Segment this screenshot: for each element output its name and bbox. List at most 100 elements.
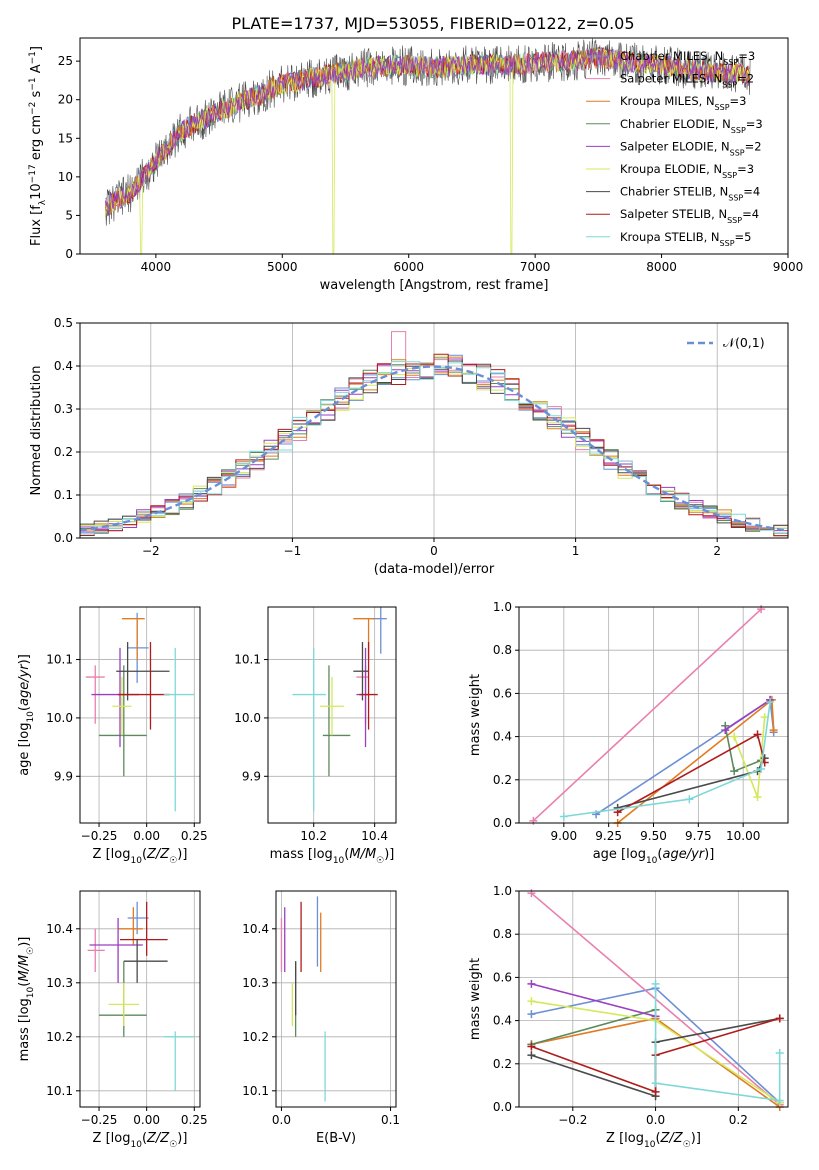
y-axis-label-part: (: [17, 706, 32, 711]
weight-marker-5: [730, 732, 739, 741]
plot-area-mass_vs_Z: [87, 901, 195, 1091]
x-tick-label: −2: [142, 544, 160, 558]
x-axis-label-part: ☉: [169, 1140, 177, 1150]
axes-frame: [518, 890, 789, 1108]
x-axis-label-part: Z [log: [606, 1131, 644, 1146]
y-tick-label: 10.4: [242, 922, 269, 936]
x-axis-label-part: 10: [130, 856, 142, 866]
legend-subscript: SSP: [722, 171, 737, 180]
legend-model-name: Salpeter STELIB, N: [620, 207, 727, 221]
errorbar-point-4: [91, 647, 140, 748]
x-tick-label: 10.00: [726, 829, 760, 843]
errorbar-point-0: [127, 612, 149, 683]
x-tick-label: 0: [430, 544, 438, 558]
y-tick-label: 1.0: [493, 884, 512, 898]
y-tick-label: 10.1: [46, 653, 73, 667]
y-axis-label-part: Flux [f: [29, 205, 44, 246]
x-axis-label-part: Z/Z: [146, 1131, 170, 1146]
errorbar-point-2: [118, 907, 143, 945]
legend-subscript: SSP: [723, 58, 738, 67]
x-tick-label: 0.1: [381, 1113, 400, 1127]
weight-marker-5: [527, 997, 536, 1006]
legend-subscript: SSP: [715, 103, 730, 112]
x-tick-label: 2: [713, 544, 721, 558]
y-tick-label: 0.6: [493, 970, 512, 984]
legend-entry-8: Kroupa STELIB, NSSP=5: [620, 230, 751, 248]
x-tick-label: 0.0: [646, 1113, 665, 1127]
plot-area-residuals: [79, 331, 789, 537]
weight-line-7: [617, 733, 766, 813]
y-axis-label-part: mass [log: [17, 998, 32, 1061]
y-axis-label-part: mass weight: [468, 958, 483, 1040]
x-axis-label-part: 10: [644, 1140, 656, 1150]
x-axis-label: age [log10(age/yr)]: [593, 847, 715, 866]
legend-nssp: =5: [735, 230, 752, 244]
y-tick-label: 0.8: [493, 643, 512, 657]
x-tick-label: 9000: [773, 260, 804, 274]
legend-subscript: SSP: [720, 238, 735, 247]
x-axis-label: Z [log10(Z/Z☉)]: [93, 1131, 188, 1150]
weight-marker-8: [559, 812, 568, 821]
x-axis-label: mass [log10(M/M☉)]: [270, 847, 395, 866]
y-axis-label-part: M/M: [17, 955, 32, 982]
legend-entry-5: Kroupa ELODIE, NSSP=3: [620, 162, 754, 180]
weight-line-3: [531, 1009, 656, 1046]
x-axis-label: Z [log10(Z/Z☉)]: [606, 1131, 701, 1150]
x-axis-label-part: (: [142, 1131, 147, 1146]
legend-nssp: =2: [745, 139, 762, 153]
legend-entry-2: Kroupa MILES, NSSP=3: [620, 94, 746, 112]
y-tick-label: 10.4: [46, 922, 73, 936]
y-tick-label: 25: [58, 54, 73, 68]
x-tick-label: 0.25: [181, 1113, 208, 1127]
y-axis-label-part: 10: [26, 711, 36, 723]
y-tick-label: 0.8: [493, 927, 512, 941]
panel-spectrum: 4000 5000 6000 7000 8000 9000 0 5 10 15 20 25 wavele…: [28, 37, 804, 293]
y-tick-label: 10.1: [234, 653, 261, 667]
errorbar-point-5: [319, 677, 345, 736]
panel-weight_vs_Z: −0.2 0.0 0.2 0.0 0.2 0.4 0.6 0.8 1.0 mass weight Z…: [468, 884, 789, 1150]
legend-nssp: =3: [730, 94, 747, 108]
axes-frame: [79, 606, 201, 824]
x-tick-label: 0.0: [272, 1113, 291, 1127]
y-axis-label-part: −1: [28, 77, 38, 90]
x-axis-label-part: E(B-V): [316, 1131, 356, 1146]
y-axis-label-part: λ: [38, 199, 48, 205]
y-tick-label: 0.4: [493, 1014, 512, 1028]
weight-marker-8: [651, 979, 660, 988]
x-axis-label: wavelength [Angstrom, rest frame]: [320, 278, 549, 293]
y-tick-label: 10.2: [46, 1030, 73, 1044]
y-axis-label: Flux [fλ10−17 erg cm−2 s−1 A−1]: [28, 46, 48, 246]
y-axis-label-part: Normed distribution: [29, 366, 44, 496]
y-axis-label-part: )]: [17, 937, 32, 947]
errorbar-point-8: [163, 1031, 195, 1091]
y-axis-label-part: A: [29, 64, 44, 77]
legend-entry-0: Chabrier MILES, NSSP=3: [620, 49, 755, 67]
y-tick-label: 1.0: [493, 600, 512, 614]
axes-frame: [275, 890, 397, 1108]
legend-nssp: =3: [738, 49, 755, 63]
legend-model-name: Salpeter ELODIE, N: [620, 139, 730, 153]
legend-subscript: SSP: [728, 193, 743, 202]
x-axis-label-part: )]: [691, 1131, 701, 1146]
legend-nssp: =2: [737, 72, 754, 86]
panel-age_vs_mass: 10.2 10.4 9.9 10.0 10.1 mass [log10(M/M☉)]: [234, 606, 397, 866]
x-tick-label: −0.25: [81, 829, 118, 843]
x-axis-label-part: )]: [177, 847, 187, 862]
legend-subscript: SSP: [731, 125, 746, 134]
y-axis-label-part: 10: [26, 986, 36, 998]
x-tick-label: 0.00: [133, 829, 160, 843]
errorbar-point-0: [371, 607, 387, 654]
legend-entry-4: Salpeter ELODIE, NSSP=2: [620, 139, 762, 157]
histogram-7: [80, 353, 788, 537]
y-tick-label: 0.0: [54, 531, 73, 545]
figure-title: PLATE=1737, MJD=53055, FIBERID=0122, z=0…: [231, 14, 634, 33]
errorbar-point-4: [89, 918, 143, 983]
y-axis-label-part: s: [29, 90, 44, 101]
y-tick-label: 0.4: [54, 359, 73, 373]
weight-line-0: [595, 698, 775, 816]
x-axis-label-part: ☉: [683, 1140, 691, 1150]
y-axis-label-part: 10: [29, 183, 44, 200]
y-axis-label-part: mass weight: [468, 674, 483, 756]
